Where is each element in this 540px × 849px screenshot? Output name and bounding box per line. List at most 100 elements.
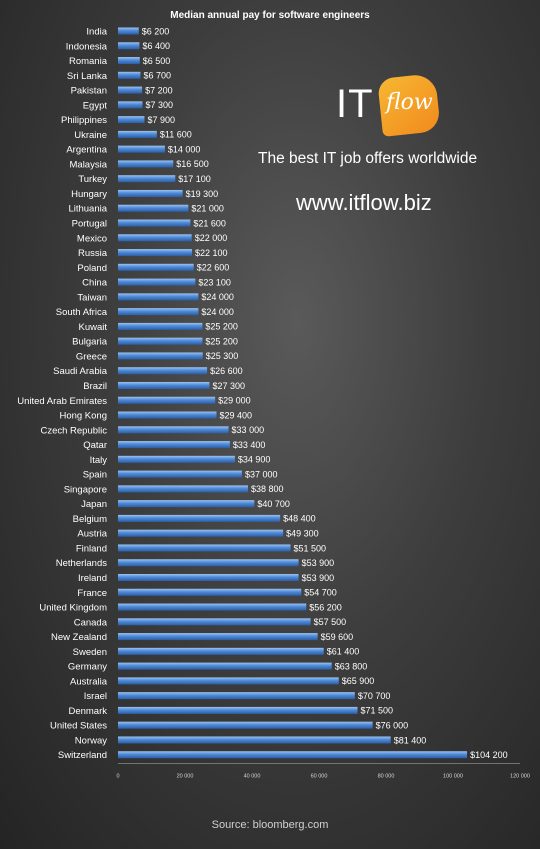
bar	[118, 736, 391, 744]
bar	[118, 71, 141, 79]
bar	[118, 145, 165, 153]
bar	[118, 263, 194, 271]
value-label: $29 000	[218, 396, 251, 406]
x-axis: 0 20 000 40 000 60 000 80 000 100 000 120 000	[116, 763, 530, 780]
value-label: $71 500	[361, 706, 394, 716]
category-label: Ukraine	[74, 130, 107, 141]
bar	[118, 337, 203, 345]
value-label: $19 300	[186, 189, 219, 199]
bar	[118, 352, 203, 360]
bar	[118, 57, 140, 65]
bar	[118, 42, 140, 50]
category-label: Malaysia	[70, 159, 108, 170]
category-label: Egypt	[83, 100, 108, 111]
value-label: $7 900	[147, 115, 175, 125]
category-label: Romania	[69, 56, 108, 67]
value-label: $21 000	[191, 204, 224, 214]
category-label: Poland	[77, 263, 107, 274]
value-label: $37 000	[245, 469, 278, 479]
category-label: Saudi Arabia	[53, 366, 108, 377]
category-label: Finland	[76, 543, 107, 554]
value-label: $34 900	[238, 455, 271, 465]
category-label: Netherlands	[56, 558, 107, 569]
bar	[118, 116, 145, 124]
bar	[118, 633, 318, 641]
x-tick-label: 0	[116, 774, 119, 780]
value-label: $11 600	[160, 130, 192, 140]
category-label: Denmark	[68, 706, 107, 717]
value-label: $21 600	[193, 218, 226, 228]
category-label: Argentina	[66, 145, 107, 156]
bar	[118, 618, 311, 626]
value-label: $104 200	[470, 750, 508, 760]
value-label: $76 000	[376, 720, 409, 730]
category-label: Philippines	[61, 115, 107, 126]
bar	[118, 514, 281, 522]
category-label: Turkey	[78, 174, 107, 185]
bar	[118, 588, 302, 596]
category-label: Pakistan	[71, 86, 107, 97]
value-label: $33 000	[232, 425, 265, 435]
bar	[118, 544, 291, 552]
bar	[118, 470, 242, 478]
bar	[118, 559, 299, 567]
category-label: Japan	[81, 499, 107, 510]
category-label: Austria	[77, 529, 107, 540]
source-note: Source: bloomberg.com	[211, 819, 329, 831]
category-label: Canada	[74, 617, 108, 628]
value-label: $22 600	[197, 263, 230, 273]
brand-tagline: The best IT job offers worldwide	[258, 150, 478, 167]
bar	[118, 130, 157, 138]
value-label: $25 200	[205, 322, 238, 332]
x-tick-label: 80 000	[378, 774, 395, 780]
category-label: United Arab Emirates	[17, 396, 107, 407]
value-label: $81 400	[394, 735, 427, 745]
category-label: Brazil	[83, 381, 107, 392]
category-label: Singapore	[64, 484, 107, 495]
bar	[118, 249, 193, 257]
bar	[118, 396, 216, 404]
bar	[118, 101, 143, 109]
bar	[118, 411, 217, 419]
bar	[118, 426, 229, 434]
bar	[118, 204, 189, 212]
value-label: $56 200	[309, 602, 342, 612]
bar	[118, 692, 355, 700]
category-label: Qatar	[83, 440, 107, 451]
category-label: United Kingdom	[39, 603, 107, 614]
value-label: $7 200	[145, 85, 173, 95]
bar	[118, 603, 307, 611]
value-label: $25 300	[206, 351, 239, 361]
x-tick-label: 60 000	[311, 774, 328, 780]
value-label: $14 000	[168, 144, 201, 154]
value-label: $40 700	[257, 499, 290, 509]
bar	[118, 308, 199, 316]
value-label: $22 000	[195, 233, 228, 243]
value-label: $24 000	[201, 292, 234, 302]
value-label: $6 400	[142, 41, 170, 51]
value-label: $63 800	[335, 661, 368, 671]
category-label: Germany	[68, 662, 107, 673]
value-label: $6 500	[143, 56, 171, 66]
bar	[118, 189, 183, 197]
brand-url[interactable]: www.itflow.biz	[296, 190, 432, 215]
value-label: $22 100	[195, 248, 228, 258]
bar	[118, 175, 176, 183]
category-label: Bulgaria	[72, 337, 108, 348]
bar	[118, 234, 192, 242]
value-label: $48 400	[283, 514, 316, 524]
value-label: $6 200	[142, 26, 170, 36]
brand-panel: IT flow The best IT job offers worldwide…	[258, 73, 518, 226]
category-label: China	[82, 278, 108, 289]
category-label: Italy	[90, 455, 108, 466]
value-label: $53 900	[302, 573, 335, 583]
x-tick-label: 100 000	[443, 774, 463, 780]
category-label: Lithuania	[68, 204, 107, 215]
value-label: $51 500	[294, 543, 327, 553]
value-label: $25 200	[205, 336, 238, 346]
bar	[118, 160, 174, 168]
category-label: Switzerland	[58, 750, 107, 761]
category-label: Mexico	[77, 233, 107, 244]
bar	[118, 219, 191, 227]
bar	[118, 367, 208, 375]
